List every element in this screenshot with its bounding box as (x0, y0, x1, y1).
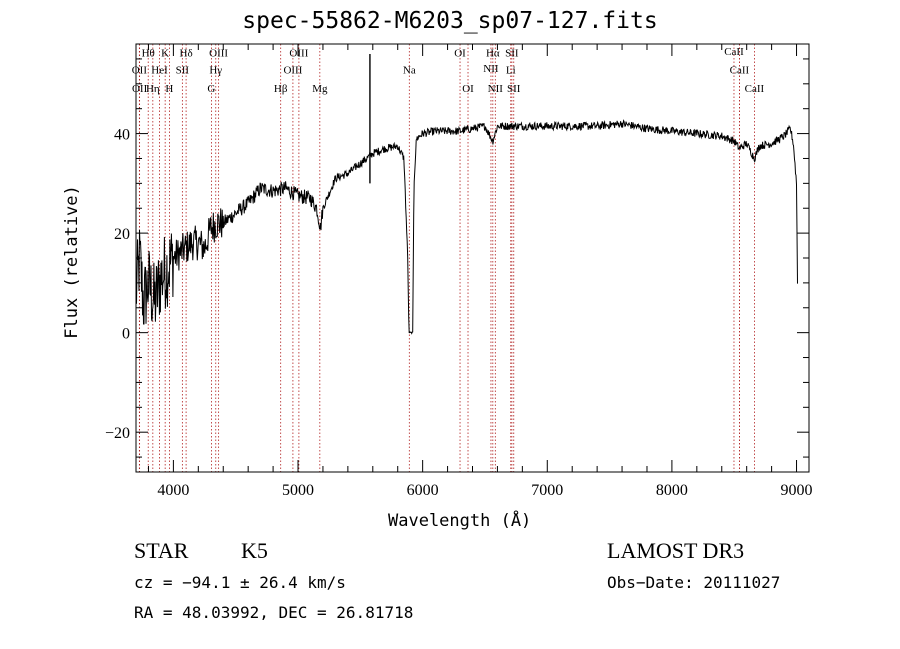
survey-name: LAMOST DR3 (607, 538, 745, 563)
object-subclass: K5 (241, 538, 268, 563)
line-label: SII (176, 64, 190, 76)
observation-date: Obs−Date: 20111027 (607, 573, 781, 592)
redshift-velocity: cz = −94.1 ± 26.4 km/s (134, 573, 346, 592)
chart-title: spec-55862-M6203_sp07-127.fits (242, 8, 658, 34)
line-label: OII (132, 83, 148, 95)
line-label: OI (462, 83, 474, 95)
axes-layer (135, 43, 810, 473)
line-label: HeI (151, 64, 168, 76)
annotation-layer: CaII OI OI Na NII NII Hα SII SII Li CaII CaII Mg Hβ OI… (132, 46, 765, 95)
y-tick-label: 20 (114, 226, 130, 243)
line-label: Hα (486, 47, 500, 59)
line-label: Hγ (209, 64, 222, 76)
spectrum-layer (135, 53, 798, 335)
line-label: OII (132, 64, 148, 76)
y-axis-label: Flux (relative) (62, 185, 82, 339)
line-label: NII (488, 83, 504, 95)
x-axis-label: Wavelength (Å) (388, 511, 532, 531)
object-class: STAR (134, 538, 189, 563)
line-label: Li (506, 64, 516, 76)
line-label: OI (454, 47, 466, 59)
y-tick-label: 0 (122, 326, 130, 343)
line-label: OIII (283, 64, 302, 76)
x-tick-label: 7000 (531, 482, 563, 499)
line-label: SII (505, 47, 519, 59)
spectrum-line (135, 119, 798, 335)
axis-text-layer: 4000 5000 6000 7000 8000 9000 −20 0 20 40 (105, 127, 813, 499)
line-label: Mg (312, 83, 328, 95)
x-tick-label: 4000 (157, 482, 189, 499)
line-label: G (207, 83, 215, 95)
line-label: CaII (730, 64, 750, 76)
line-label: Hβ (274, 83, 288, 95)
line-label: SII (507, 83, 521, 95)
line-label: Na (403, 64, 416, 76)
x-tick-label: 5000 (282, 482, 314, 499)
x-tick-label: 6000 (407, 482, 439, 499)
sky-coordinates: RA = 48.03992, DEC = 26.81718 (134, 603, 414, 622)
x-tick-label: 8000 (656, 482, 688, 499)
line-label: K (161, 47, 169, 59)
x-tick-label: 9000 (781, 482, 813, 499)
line-label: Hδ (180, 47, 193, 59)
y-tick-label: 40 (114, 127, 130, 144)
line-marker-layer (138, 44, 755, 472)
line-label: CaII (745, 83, 765, 95)
line-label: Hθ (142, 47, 155, 59)
line-label: CaII (724, 46, 744, 58)
plot-frame (135, 43, 810, 473)
line-label: NII (483, 63, 499, 75)
line-label: Hη (146, 83, 160, 95)
line-label: OIII (289, 47, 308, 59)
y-tick-label: −20 (105, 425, 130, 442)
line-label: H (165, 83, 173, 95)
line-label: OIII (209, 47, 228, 59)
